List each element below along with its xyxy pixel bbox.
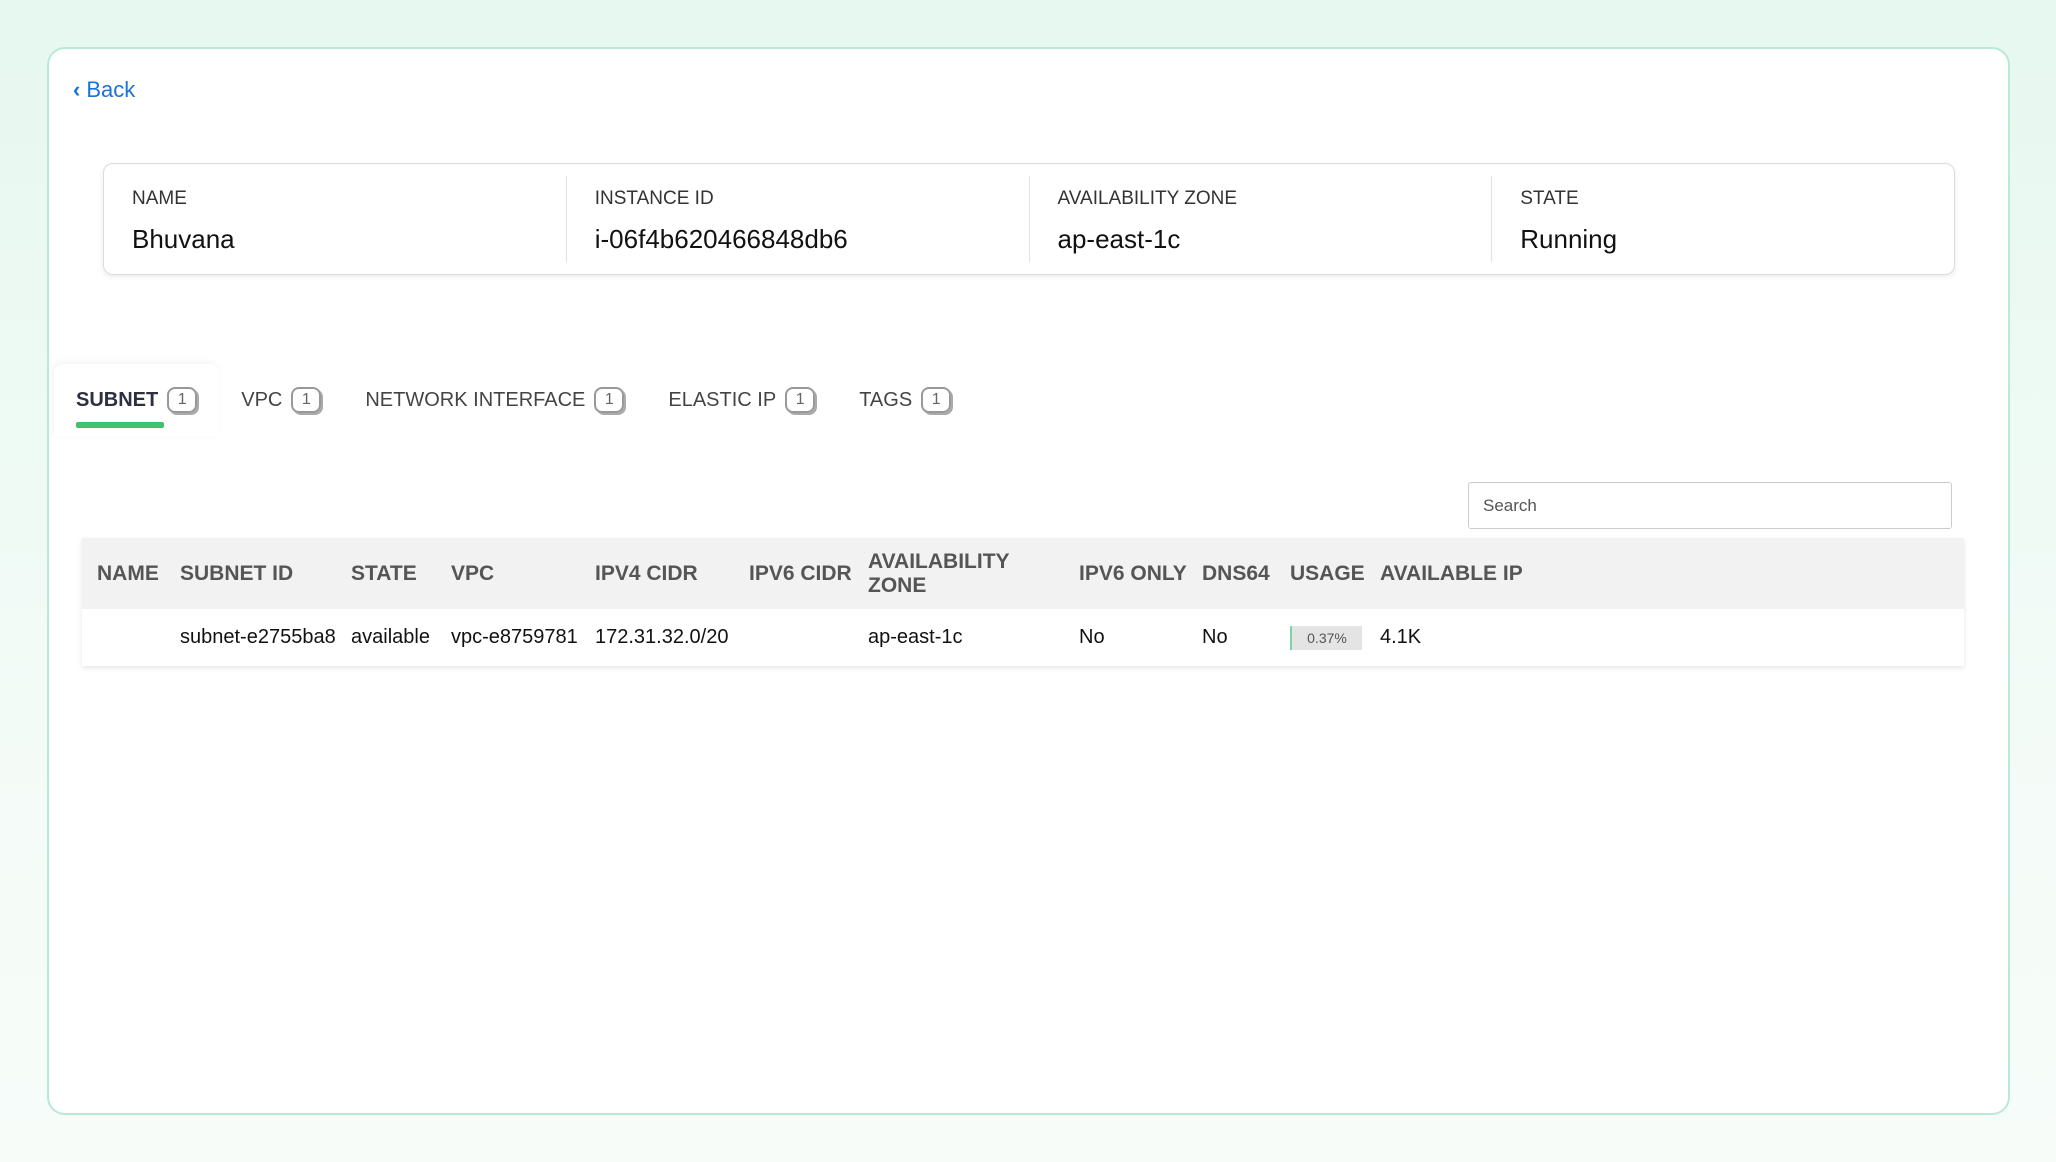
- column-header[interactable]: IPV4 CIDR: [580, 538, 734, 609]
- info-state: STATE Running: [1492, 176, 1954, 262]
- chevron-left-icon: ‹: [73, 77, 81, 102]
- tab-label: NETWORK INTERFACE: [365, 388, 586, 411]
- info-value: Bhuvana: [132, 224, 235, 254]
- usage-bar: 0.37%: [1290, 625, 1362, 650]
- info-name: NAME Bhuvana: [104, 176, 567, 262]
- column-header[interactable]: AVAILABLE IP: [1365, 538, 1964, 609]
- info-instance-id: INSTANCE ID i-06f4b620466848db6: [567, 176, 1030, 262]
- column-header[interactable]: NAME: [82, 538, 165, 609]
- instance-summary-card: NAME Bhuvana INSTANCE ID i-06f4b620466848d…: [103, 163, 1955, 275]
- tab-label: VPC: [241, 388, 283, 411]
- count-badge: 1: [594, 387, 625, 413]
- tab-label: TAGS: [859, 388, 913, 411]
- info-value: Running: [1520, 224, 1618, 254]
- back-link[interactable]: ‹ Back: [73, 77, 135, 103]
- column-header[interactable]: USAGE: [1275, 538, 1365, 609]
- table-cell: 4.1K: [1365, 609, 1964, 666]
- table-cell: [734, 609, 853, 666]
- search-input[interactable]: [1468, 482, 1952, 529]
- tab-tags[interactable]: TAGS 1: [837, 364, 973, 436]
- tab-subnet[interactable]: SUBNET 1: [54, 364, 220, 436]
- tab-vpc[interactable]: VPC 1: [219, 364, 343, 436]
- table-cell: 172.31.32.0/20: [580, 609, 734, 666]
- info-label: STATE: [1520, 188, 1579, 209]
- count-badge: 1: [291, 387, 322, 413]
- tab-bar: SUBNET 1 VPC 1 NETWORK INTERFACE 1 ELASTIC …: [54, 364, 973, 436]
- info-label: AVAILABILITY ZONE: [1057, 188, 1238, 209]
- column-header[interactable]: DNS64: [1187, 538, 1275, 609]
- table-cell: No: [1064, 609, 1187, 666]
- column-header[interactable]: STATE: [336, 538, 436, 609]
- subnet-table: NAME SUBNET ID STATE VPC IPV4 CIDR IPV6 CIDR A…: [82, 538, 1964, 666]
- tab-label: ELASTIC IP: [668, 388, 777, 411]
- back-label: Back: [86, 77, 136, 102]
- column-header[interactable]: VPC: [436, 538, 580, 609]
- main-panel: ‹ Back NAME Bhuvana INSTANCE ID i-06f4b6204…: [47, 47, 2010, 1115]
- info-label: INSTANCE ID: [594, 188, 714, 209]
- column-header[interactable]: IPV6 CIDR: [734, 538, 853, 609]
- table-cell: vpc-e8759781: [436, 609, 580, 666]
- info-value: ap-east-1c: [1057, 224, 1181, 254]
- count-badge: 1: [785, 387, 816, 413]
- table-cell: No: [1187, 609, 1275, 666]
- info-availability-zone: AVAILABILITY ZONE ap-east-1c: [1030, 176, 1493, 262]
- tab-network-interface[interactable]: NETWORK INTERFACE 1: [343, 364, 646, 436]
- table-cell: available: [336, 609, 436, 666]
- table-cell: 0.37%: [1275, 609, 1365, 666]
- tab-label: SUBNET: [76, 388, 159, 411]
- count-badge: 1: [921, 387, 952, 413]
- table-cell: [82, 609, 165, 666]
- table-header-row: NAME SUBNET ID STATE VPC IPV4 CIDR IPV6 CIDR A…: [82, 538, 1964, 609]
- table-row[interactable]: subnet-e2755ba8 available vpc-e8759781 172.…: [82, 609, 1964, 666]
- table-cell: subnet-e2755ba8: [165, 609, 336, 666]
- tab-elastic-ip[interactable]: ELASTIC IP 1: [646, 364, 837, 436]
- table-cell: ap-east-1c: [853, 609, 1064, 666]
- column-header[interactable]: SUBNET ID: [165, 538, 336, 609]
- column-header[interactable]: IPV6 ONLY: [1064, 538, 1187, 609]
- count-badge: 1: [167, 387, 198, 413]
- info-value: i-06f4b620466848db6: [594, 224, 848, 254]
- info-label: NAME: [132, 188, 187, 209]
- column-header[interactable]: AVAILABILITY ZONE: [853, 538, 1064, 609]
